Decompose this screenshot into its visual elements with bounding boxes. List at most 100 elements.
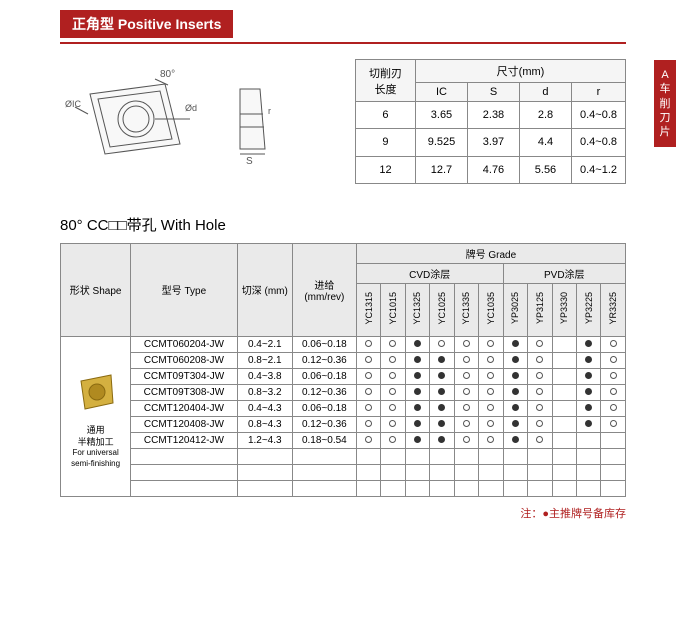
empty-cell (356, 480, 380, 496)
dim-cell: 12.7 (415, 156, 467, 183)
grade-mark (430, 400, 454, 416)
insert-diagram: 80° ØIC Ød S r (60, 59, 280, 184)
grade-mark (381, 368, 405, 384)
shape-cell: 通用半精加工For universalsemi-finishing (61, 336, 131, 496)
grade-mark (381, 336, 405, 352)
grade-col-YC1335: YC1335 (454, 284, 478, 337)
empty-cell (454, 464, 478, 480)
cell-depth: 0.8~4.3 (237, 416, 292, 432)
grade-mark (381, 352, 405, 368)
grade-mark (601, 352, 626, 368)
empty-cell (356, 464, 380, 480)
empty-cell (576, 448, 600, 464)
empty-cell (503, 464, 527, 480)
empty-cell (479, 464, 503, 480)
empty-cell (430, 448, 454, 464)
cell-type: CCMT09T308-JW (131, 384, 237, 400)
grade-mark (479, 400, 503, 416)
svg-text:Ød: Ød (185, 103, 197, 113)
grade-mark (503, 416, 527, 432)
grade-col-YP3225: YP3225 (576, 284, 600, 337)
empty-cell (601, 464, 626, 480)
grade-mark (430, 416, 454, 432)
empty-cell (237, 448, 292, 464)
empty-cell (292, 480, 356, 496)
empty-cell (237, 480, 292, 496)
grade-mark (552, 384, 576, 400)
grade-mark (430, 368, 454, 384)
grade-mark (430, 352, 454, 368)
dim-cell: 3.65 (415, 102, 467, 129)
grade-mark (479, 352, 503, 368)
grade-mark (576, 400, 600, 416)
svg-text:ØIC: ØIC (65, 99, 82, 109)
dim-cell: 0.4~0.8 (571, 102, 625, 129)
grade-col-YP3025: YP3025 (503, 284, 527, 337)
grade-mark (381, 384, 405, 400)
grade-mark (503, 432, 527, 448)
grade-mark (356, 432, 380, 448)
dim-col-d: d (519, 83, 571, 102)
empty-cell (405, 464, 429, 480)
grade-col-YC1315: YC1315 (356, 284, 380, 337)
grade-mark (454, 400, 478, 416)
empty-cell (430, 464, 454, 480)
h-grade: 牌号 Grade (356, 244, 625, 264)
cell-feed: 0.12~0.36 (292, 384, 356, 400)
grade-mark (356, 384, 380, 400)
cell-type: CCMT120412-JW (131, 432, 237, 448)
cell-type: CCMT060208-JW (131, 352, 237, 368)
empty-cell (601, 480, 626, 496)
grade-mark (528, 336, 552, 352)
grade-mark (601, 432, 626, 448)
grade-mark (405, 368, 429, 384)
grade-mark (503, 368, 527, 384)
empty-cell (528, 480, 552, 496)
h-depth: 切深 (mm) (237, 244, 292, 337)
grade-mark (576, 384, 600, 400)
cell-feed: 0.06~0.18 (292, 336, 356, 352)
cell-depth: 0.4~2.1 (237, 336, 292, 352)
empty-cell (552, 480, 576, 496)
grade-mark (454, 368, 478, 384)
subtitle: 80° CC□□带孔 With Hole (60, 214, 626, 235)
svg-text:S: S (246, 156, 253, 167)
cell-type: CCMT120408-JW (131, 416, 237, 432)
grade-mark (356, 336, 380, 352)
grade-mark (381, 432, 405, 448)
dim-cell: 6 (355, 102, 415, 129)
dim-cell: 0.4~1.2 (571, 156, 625, 183)
footnote: 注：●主推牌号备库存 (60, 505, 626, 521)
title-bar: 正角型 Positive Inserts (60, 10, 233, 38)
svg-text:80°: 80° (160, 69, 175, 80)
empty-cell (292, 448, 356, 464)
grade-col-YC1025: YC1025 (430, 284, 454, 337)
grade-mark (454, 416, 478, 432)
dim-cell: 4.4 (519, 129, 571, 156)
grade-mark (601, 400, 626, 416)
grade-mark (454, 336, 478, 352)
cell-depth: 0.4~3.8 (237, 368, 292, 384)
dim-cell: 9.525 (415, 129, 467, 156)
grade-mark (405, 432, 429, 448)
cell-type: CCMT060204-JW (131, 336, 237, 352)
grade-mark (552, 352, 576, 368)
empty-cell (405, 448, 429, 464)
grade-table: 形状 Shape 型号 Type 切深 (mm) 进给 (mm/rev) 牌号 … (60, 243, 626, 497)
grade-mark (381, 416, 405, 432)
cell-depth: 0.4~4.3 (237, 400, 292, 416)
grade-mark (576, 352, 600, 368)
grade-mark (601, 368, 626, 384)
grade-mark (405, 352, 429, 368)
cell-depth: 0.8~2.1 (237, 352, 292, 368)
grade-mark (479, 384, 503, 400)
empty-cell (503, 480, 527, 496)
grade-mark (430, 432, 454, 448)
dim-cell: 0.4~0.8 (571, 129, 625, 156)
empty-cell (528, 448, 552, 464)
grade-mark (552, 432, 576, 448)
empty-cell (405, 480, 429, 496)
cell-feed: 0.12~0.36 (292, 352, 356, 368)
grade-mark (576, 416, 600, 432)
cell-feed: 0.18~0.54 (292, 432, 356, 448)
